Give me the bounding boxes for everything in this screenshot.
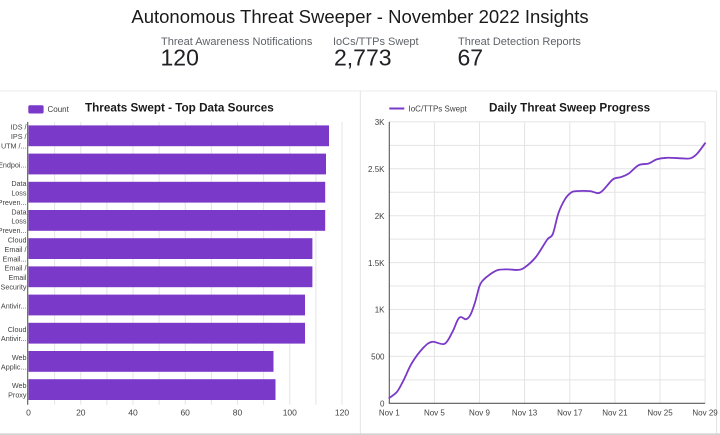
svg-text:Web: Web [12, 381, 27, 390]
svg-text:Web: Web [12, 353, 27, 362]
svg-text:120: 120 [161, 45, 199, 71]
svg-text:IoC/TTPs Swept: IoC/TTPs Swept [409, 104, 468, 113]
svg-text:Threats Swept - Top Data Sourc: Threats Swept - Top Data Sources [85, 102, 274, 115]
svg-text:120: 120 [335, 408, 349, 418]
svg-text:Nov 9: Nov 9 [469, 408, 490, 417]
svg-text:Loss: Loss [11, 217, 27, 226]
svg-text:Proxy: Proxy [8, 391, 27, 400]
svg-text:Nov 5: Nov 5 [424, 408, 445, 417]
svg-text:Nov 13: Nov 13 [512, 408, 538, 417]
svg-text:Data: Data [11, 207, 26, 216]
svg-text:Threat Detection Reports: Threat Detection Reports [458, 36, 581, 48]
svg-text:Loss: Loss [11, 189, 27, 198]
svg-text:Antivir...: Antivir... [1, 301, 27, 310]
svg-text:Email: Email [9, 273, 27, 282]
svg-text:Data: Data [11, 179, 26, 188]
svg-text:Threat Awareness Notifications: Threat Awareness Notifications [161, 36, 313, 48]
svg-text:Email...: Email... [3, 254, 27, 263]
svg-text:IDS /: IDS / [11, 123, 27, 132]
svg-text:20: 20 [76, 408, 86, 418]
svg-text:2.5K: 2.5K [368, 165, 385, 174]
svg-text:0: 0 [380, 400, 385, 409]
svg-text:Endpoi...: Endpoi... [0, 160, 27, 169]
svg-text:Email /: Email / [5, 245, 27, 254]
svg-text:Nov 17: Nov 17 [557, 408, 583, 417]
svg-text:Preven...: Preven... [0, 198, 27, 207]
svg-text:2,773: 2,773 [334, 45, 392, 71]
svg-text:Count: Count [48, 105, 70, 114]
svg-text:80: 80 [233, 408, 243, 418]
svg-text:Antivir...: Antivir... [1, 334, 27, 343]
svg-text:Nov 21: Nov 21 [602, 408, 628, 417]
svg-text:Cloud: Cloud [8, 325, 27, 334]
svg-text:UTM /...: UTM /... [1, 142, 27, 151]
svg-text:2K: 2K [375, 212, 385, 221]
svg-text:Autonomous Threat Sweeper - No: Autonomous Threat Sweeper - November 202… [131, 6, 588, 27]
svg-text:Daily Threat Sweep Progress: Daily Threat Sweep Progress [489, 102, 651, 115]
svg-text:67: 67 [458, 45, 484, 71]
svg-text:Applic...: Applic... [1, 362, 27, 371]
svg-text:40: 40 [128, 408, 138, 418]
svg-text:Email /: Email / [5, 264, 27, 273]
svg-text:0: 0 [26, 408, 31, 418]
svg-text:Cloud: Cloud [8, 236, 27, 245]
svg-text:IoCs/TTPs Swept: IoCs/TTPs Swept [333, 36, 419, 48]
svg-text:3K: 3K [375, 118, 385, 127]
svg-text:60: 60 [180, 408, 190, 418]
svg-text:Nov 29: Nov 29 [692, 408, 718, 417]
svg-text:IPS /: IPS / [11, 132, 27, 141]
svg-text:1.5K: 1.5K [368, 259, 385, 268]
svg-text:Nov 25: Nov 25 [647, 408, 673, 417]
svg-text:Nov 1: Nov 1 [379, 408, 400, 417]
svg-text:100: 100 [283, 408, 297, 418]
svg-text:500: 500 [371, 353, 385, 362]
svg-text:Preven...: Preven... [0, 226, 27, 235]
svg-text:Security: Security [1, 283, 27, 292]
svg-text:1K: 1K [375, 306, 385, 315]
